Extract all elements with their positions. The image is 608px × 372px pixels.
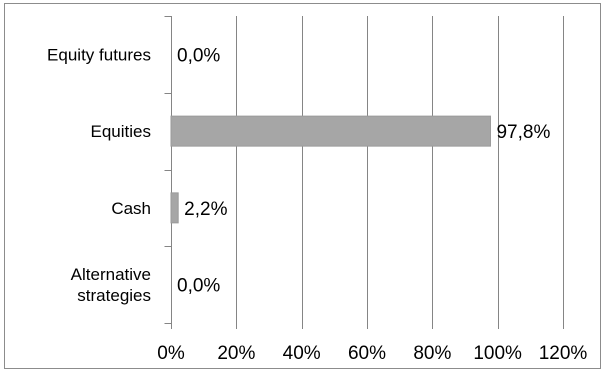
category-labels: Equity futures Equities Cash Alternative str… <box>47 45 151 305</box>
data-label: 0,0% <box>177 45 220 66</box>
x-tick-label: 0% <box>157 343 185 364</box>
category-label-line: strategies <box>77 286 151 305</box>
axes <box>164 16 564 329</box>
x-tick-label: 60% <box>348 343 386 364</box>
category-label-line: Equities <box>91 122 151 141</box>
gridlines <box>236 16 564 323</box>
x-tick-label: 120% <box>539 343 588 364</box>
category-label: Equity futures <box>47 45 151 64</box>
category-label: Cash <box>111 199 151 218</box>
bar-equities <box>170 115 491 147</box>
x-tick-label: 80% <box>413 343 451 364</box>
data-labels: 0,0% 97,8% 2,2% 0,0% <box>177 45 550 296</box>
bars <box>170 115 491 224</box>
category-label: Equities <box>91 122 151 141</box>
data-label: 0,0% <box>177 276 220 297</box>
x-tick-label: 40% <box>283 343 321 364</box>
data-label: 2,2% <box>184 199 227 220</box>
category-label-line: Equity futures <box>47 45 151 64</box>
category-label: Alternative strategies <box>71 265 151 305</box>
x-tick-label: 20% <box>217 343 255 364</box>
category-label-line: Alternative <box>71 265 151 284</box>
x-tick-labels: 0% 20% 40% 60% 80% 100% 120% <box>157 343 587 364</box>
data-label: 97,8% <box>496 122 550 143</box>
category-label-line: Cash <box>111 199 151 218</box>
x-tick-label: 100% <box>473 343 522 364</box>
bar-cash <box>170 192 179 224</box>
